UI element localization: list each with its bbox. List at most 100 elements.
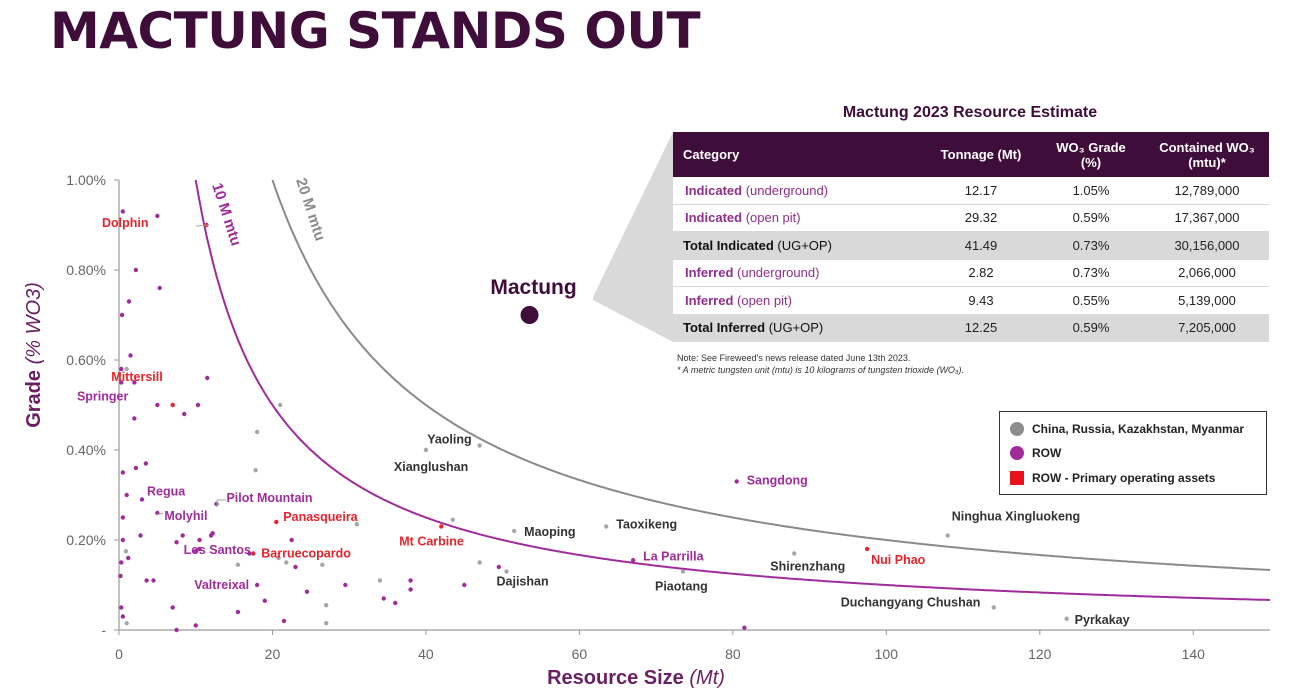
cell-tonnage: 9.43 xyxy=(925,286,1037,315)
data-point xyxy=(354,522,360,527)
data-point xyxy=(133,465,139,471)
point-label: Shirenzhang xyxy=(770,560,845,574)
data-point xyxy=(289,537,294,543)
point-label: Dolphin xyxy=(102,216,149,230)
data-point xyxy=(276,555,281,561)
data-point xyxy=(124,621,129,626)
point-label: Piaotang xyxy=(655,580,708,594)
data-point-pyrkakay xyxy=(1064,616,1069,621)
cell-tonnage: 29.32 xyxy=(925,204,1037,232)
point-label: Panasqueira xyxy=(283,510,358,524)
table-row: Total Inferred (UG+OP) 12.25 0.59% 7,205,00… xyxy=(673,314,1269,342)
data-point xyxy=(304,589,310,594)
cell-grade: 0.73% xyxy=(1037,231,1145,260)
data-point-la-parrilla xyxy=(630,558,636,563)
col-header-tonnage: Tonnage (Mt) xyxy=(925,132,1037,177)
data-point xyxy=(262,598,267,603)
curve-20m-mtu xyxy=(271,179,1271,571)
point-label: Nui Phao xyxy=(871,553,926,567)
y-axis-title: Grade (% WO3) xyxy=(23,282,45,428)
data-point xyxy=(174,540,179,545)
x-tick-label: 120 xyxy=(1028,646,1052,662)
data-point xyxy=(144,578,149,583)
cell-contained: 5,139,000 xyxy=(1145,286,1269,315)
table-row: Total Indicated (UG+OP) 41.49 0.73% 30,156,… xyxy=(673,231,1269,260)
data-point-shirenzhang xyxy=(792,551,797,556)
cell-grade: 0.73% xyxy=(1037,259,1145,287)
data-point-pilot-mountain xyxy=(214,501,219,507)
cell-tonnage: 12.25 xyxy=(925,314,1037,342)
y-tick-label: 0.80% xyxy=(66,262,106,278)
cell-category: Indicated (underground) xyxy=(673,177,925,205)
point-label: Sangdong xyxy=(747,474,808,488)
point-label: La Parrilla xyxy=(643,549,704,563)
cell-grade: 0.59% xyxy=(1037,204,1145,232)
data-point xyxy=(133,267,139,273)
data-point-mt-carbine xyxy=(439,524,444,529)
cell-contained: 7,205,000 xyxy=(1145,314,1269,342)
data-point xyxy=(155,213,160,219)
data-point xyxy=(193,623,198,628)
curve-label: 20 M mtu xyxy=(292,176,328,243)
data-point xyxy=(247,551,252,556)
cell-contained: 2,066,000 xyxy=(1145,259,1269,287)
x-tick-label: 0 xyxy=(115,646,123,662)
mactung-callout-shape xyxy=(593,132,673,342)
data-point xyxy=(277,402,283,408)
y-tick-label: 0.60% xyxy=(66,352,106,368)
data-point-taoxikeng xyxy=(604,524,609,529)
legend-label-primary: ROW - Primary operating assets xyxy=(1032,471,1216,485)
point-label: Pyrkakay xyxy=(1075,613,1130,627)
leader-line-dolphin xyxy=(195,224,210,227)
cell-tonnage: 2.82 xyxy=(925,259,1037,287)
data-point xyxy=(126,299,132,304)
point-label: Ninghua Xingluokeng xyxy=(952,510,1080,524)
data-point xyxy=(126,555,131,561)
point-label: Mittersill xyxy=(111,370,162,384)
x-tick-label: 20 xyxy=(265,646,281,662)
y-tick-label: - xyxy=(101,622,106,638)
table-header-row: Category Tonnage (Mt) WO₃ Grade (%) Cont… xyxy=(673,132,1269,177)
x-axis-title-main: Resource Size xyxy=(547,667,689,689)
data-point-springer xyxy=(132,416,137,421)
data-point xyxy=(205,375,210,381)
data-point xyxy=(124,492,129,498)
data-point xyxy=(393,600,398,606)
category-qualifier: (UG+OP) xyxy=(773,237,832,253)
mactung-label: Mactung xyxy=(490,276,576,299)
point-label: Los Santos xyxy=(184,543,251,557)
data-point xyxy=(119,312,125,318)
cell-category: Total Indicated (UG+OP) xyxy=(673,231,925,260)
data-point xyxy=(323,621,329,626)
data-point xyxy=(197,537,202,543)
x-axis-title-unit: (Mt) xyxy=(689,667,725,689)
point-label: Mt Carbine xyxy=(399,535,464,549)
note-release: Note: See Fireweed's news release dated … xyxy=(677,353,911,363)
cell-grade: 0.59% xyxy=(1037,314,1145,342)
data-point xyxy=(128,353,133,358)
legend-item-primary: ROW - Primary operating assets xyxy=(1010,471,1215,485)
legend-label-row: ROW xyxy=(1032,446,1062,460)
x-tick-label: 100 xyxy=(875,646,899,662)
category-name: Total Indicated xyxy=(683,237,774,253)
data-point xyxy=(450,517,455,522)
y-tick-label: 0.40% xyxy=(66,442,106,458)
cell-tonnage: 41.49 xyxy=(925,231,1037,260)
data-point-sangdong xyxy=(734,479,739,484)
point-label: Regua xyxy=(147,485,186,499)
data-point xyxy=(343,582,348,588)
data-point xyxy=(120,537,126,543)
data-point xyxy=(180,533,185,538)
data-point xyxy=(284,560,289,565)
legend-marker-primary xyxy=(1010,471,1024,485)
data-point xyxy=(119,560,124,565)
data-point-piaotang xyxy=(680,569,686,574)
curve-10m-mtu xyxy=(194,179,1271,601)
point-label: Springer xyxy=(77,390,129,404)
data-point-mittersill xyxy=(170,402,175,408)
data-point xyxy=(408,587,413,592)
note-mtu: * A metric tungsten unit (mtu) is 10 kil… xyxy=(677,365,965,375)
legend-marker-china xyxy=(1010,422,1024,436)
point-label: Dajishan xyxy=(497,575,549,589)
